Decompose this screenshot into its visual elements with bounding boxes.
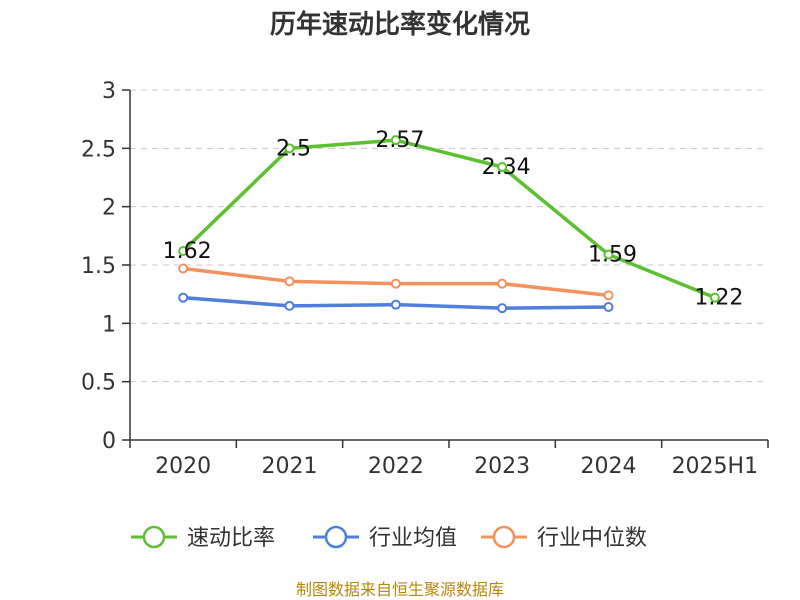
series-line	[181, 138, 716, 300]
x-tick-label: 2021	[262, 454, 318, 479]
legend-marker	[324, 525, 348, 549]
data-label: 1.59	[588, 243, 637, 268]
data-point	[603, 290, 614, 301]
y-tick-label: 0.5	[81, 371, 116, 396]
data-point	[497, 162, 508, 172]
data-point	[390, 135, 401, 146]
data-point	[603, 249, 614, 260]
data-point	[284, 143, 295, 154]
x-tick-label: 2022	[368, 454, 424, 479]
data-point	[178, 263, 189, 274]
data-point	[497, 278, 508, 289]
y-tick-label: 2	[102, 196, 116, 221]
y-tick-label: 3	[102, 79, 116, 104]
data-label: 2.5	[276, 136, 311, 161]
series-layer: 1.62 2.5 2.57 2.34 1.59 1.22	[163, 128, 743, 314]
data-point	[178, 292, 189, 303]
y-tick-label: 2.5	[81, 137, 116, 162]
chart-title: 历年速动比率变化情况	[270, 9, 530, 40]
y-tick-label: 0	[102, 429, 116, 454]
x-tick-label: 2025H1	[672, 454, 759, 479]
data-point	[497, 303, 508, 314]
source-note: 制图数据来自恒生聚源数据库	[296, 580, 504, 599]
data-label: 2.34	[482, 155, 531, 180]
legend-marker	[142, 525, 166, 549]
x-tick-label: 2023	[474, 454, 530, 479]
x-tick-label: 2024	[581, 454, 637, 479]
data-point	[709, 292, 720, 303]
data-point	[284, 276, 295, 287]
data-label: 1.62	[163, 239, 212, 264]
y-tick-label: 1.5	[81, 254, 116, 279]
legend-label: 行业均值	[369, 526, 457, 551]
legend: 速动比率 行业均值 行业中位数	[131, 525, 647, 551]
axes: 0 0.5 1 1.5 2 2.5 3 2020 2021 2022 2023 2024 2025H1	[81, 79, 769, 479]
data-point	[178, 246, 189, 256]
data-point	[603, 302, 614, 312]
legend-label: 行业中位数	[537, 526, 647, 551]
grid-lines	[130, 89, 768, 383]
data-label: 1.22	[694, 286, 743, 311]
legend-label: 速动比率	[187, 526, 275, 551]
data-point	[284, 300, 295, 311]
data-point	[390, 299, 401, 310]
legend-marker	[492, 525, 516, 549]
data-label: 2.57	[375, 128, 424, 153]
x-tick-label: 2020	[155, 454, 211, 479]
y-tick-label: 1	[102, 312, 116, 337]
data-point	[390, 278, 401, 289]
